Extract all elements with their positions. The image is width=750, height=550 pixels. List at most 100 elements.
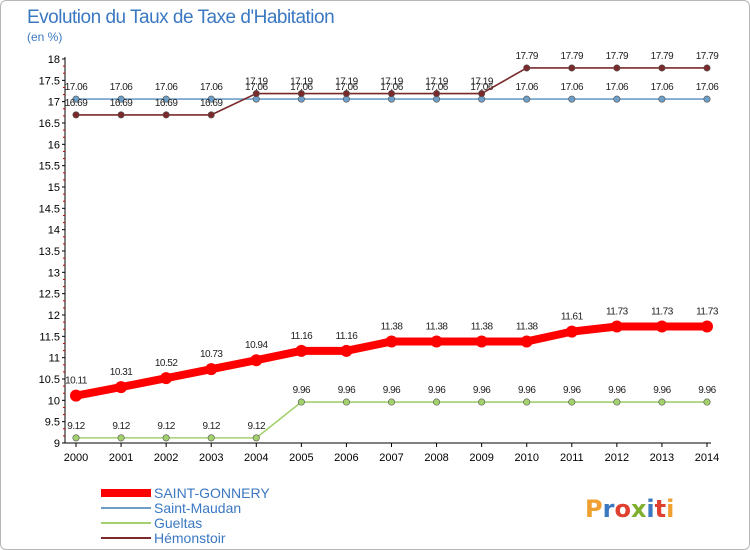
data-label: 9.96: [428, 385, 446, 396]
y-tick-label: 10: [48, 395, 60, 407]
y-minor-tick: [63, 115, 65, 117]
data-label: 11.73: [651, 307, 674, 318]
data-label: 17.06: [425, 82, 448, 93]
series-point: [387, 90, 395, 98]
series-point: [117, 111, 125, 119]
y-minor-tick: [63, 214, 65, 216]
y-tick-label: 17.5: [39, 75, 60, 87]
series-point: [162, 434, 170, 442]
legend-label: SAINT-GONNERY: [154, 485, 270, 501]
series-point: [568, 398, 576, 406]
data-label: 9.96: [293, 385, 311, 396]
series-point: [297, 90, 305, 98]
y-minor-tick: [63, 193, 65, 195]
series-point: [701, 320, 713, 333]
series-point: [207, 434, 215, 442]
series-point: [340, 344, 353, 357]
y-tick-label: 11.5: [39, 331, 60, 343]
data-label: 11.38: [516, 321, 539, 332]
y-minor-tick: [63, 65, 65, 67]
y-minor-tick: [63, 278, 65, 280]
legend-label: Hémonstoir: [154, 530, 226, 546]
y-minor-tick: [63, 342, 65, 344]
y-tick-label: 10.5: [39, 374, 60, 386]
y-tick-label: 14.5: [39, 203, 60, 215]
data-label: 17.06: [335, 82, 358, 93]
series-point: [655, 320, 668, 333]
series-point: [72, 434, 80, 442]
data-label: 9.96: [563, 385, 581, 396]
series-point: [162, 95, 170, 103]
y-minor-tick: [63, 108, 65, 110]
data-label: 17.06: [515, 82, 538, 93]
data-label: 16.69: [65, 98, 88, 109]
series-point: [703, 95, 711, 103]
data-label: 10.11: [65, 376, 88, 387]
data-label: 16.69: [110, 98, 133, 109]
data-label: 9.12: [157, 421, 175, 432]
data-label: 17.79: [651, 51, 674, 62]
series-point: [433, 90, 441, 98]
y-minor-tick: [63, 222, 65, 224]
y-minor-tick: [63, 257, 65, 259]
series-point: [117, 95, 125, 103]
y-minor-tick: [63, 172, 65, 174]
data-label: 11.16: [336, 331, 359, 342]
data-label: 17.06: [380, 82, 403, 93]
y-minor-tick: [63, 392, 65, 394]
data-label: 9.12: [248, 421, 266, 432]
series-point: [430, 335, 443, 348]
y-minor-tick: [63, 300, 65, 302]
y-minor-tick: [63, 179, 65, 181]
y-minor-tick: [63, 150, 65, 152]
series-point: [613, 95, 621, 103]
y-minor-tick: [63, 307, 65, 309]
data-label: 17.06: [470, 82, 493, 93]
series-point: [523, 64, 531, 72]
x-tick-label: 2011: [560, 452, 584, 464]
series-point: [658, 64, 666, 72]
data-label: 11.61: [561, 312, 584, 323]
data-label: 10.73: [200, 349, 223, 360]
y-tick-label: 16: [48, 139, 60, 151]
y-minor-tick: [63, 414, 65, 416]
y-minor-tick: [63, 328, 65, 330]
y-minor-tick: [63, 321, 65, 323]
series-point: [658, 95, 666, 103]
data-label: 17.06: [606, 82, 629, 93]
series-point: [250, 354, 263, 367]
data-label: 17.79: [561, 51, 584, 62]
data-label: 11.16: [290, 331, 313, 342]
y-tick-label: 12.5: [39, 289, 60, 301]
x-tick-label: 2010: [514, 452, 538, 464]
data-label: 17.19: [335, 77, 358, 88]
y-minor-tick: [63, 350, 65, 352]
x-tick-label: 2008: [424, 452, 448, 464]
data-label: 10.52: [155, 358, 178, 369]
y-minor-tick: [63, 236, 65, 238]
data-label: 17.06: [155, 82, 178, 93]
data-label: 9.12: [202, 421, 220, 432]
data-label: 17.06: [65, 82, 88, 93]
y-tick-label: 12: [48, 310, 60, 322]
y-minor-tick: [63, 243, 65, 245]
y-tick-label: 16.5: [39, 118, 60, 130]
x-tick-label: 2013: [650, 452, 674, 464]
data-label: 9.96: [473, 385, 491, 396]
y-minor-tick: [63, 86, 65, 88]
series-point: [387, 398, 395, 406]
data-label: 11.38: [471, 321, 494, 332]
series-point: [568, 64, 576, 72]
legend-label: Gueltas: [154, 515, 202, 531]
y-tick-label: 9.5: [45, 417, 60, 429]
y-minor-tick: [63, 200, 65, 202]
data-label: 9.96: [383, 385, 401, 396]
data-label: 17.79: [606, 51, 629, 62]
data-label: 17.19: [245, 77, 268, 88]
data-label: 11.38: [426, 321, 449, 332]
data-label: 9.96: [518, 385, 536, 396]
data-label: 10.94: [245, 340, 268, 351]
y-tick-label: 13: [48, 267, 60, 279]
data-label: 10.31: [110, 367, 133, 378]
